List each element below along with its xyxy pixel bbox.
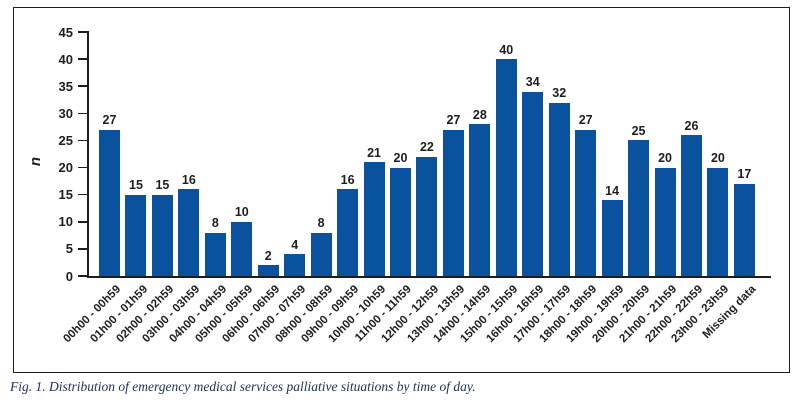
bar-value-label: 8 [317,216,325,231]
bar-value-label: 8 [211,216,219,231]
chart-frame: n 45 40 35 30 25 20 15 10 5 0 27 00h00 - 00h59 15 01… [13,7,790,373]
y-axis-ticks: 45 40 35 30 25 20 15 10 5 0 [39,26,87,283]
bar-value-label: 28 [472,107,487,122]
y-tick-mark [78,275,87,277]
bars-container: 27 00h00 - 00h59 15 01h00 - 01h59 15 02h00 - … [61,32,771,346]
bar: 25 20h00 - 20h59 [591,125,653,345]
bar: 2 06h00 - 06h59 [220,250,282,345]
bar: 34 16h00 - 16h59 [485,76,547,345]
y-tick: 0 [66,268,87,284]
y-tick-mark [78,58,87,60]
y-axis-line [87,31,89,276]
bar: 27 18h00 - 18h59 [538,114,600,345]
bar-value-label: 20 [393,151,408,166]
y-tick: 35 [59,78,87,94]
bar: 26 22h00 - 22h59 [643,120,705,346]
bar-value-label: 17 [737,167,752,182]
bar: 15 01h00 - 01h59 [88,179,150,345]
bar: 17 Missing data [700,168,758,341]
y-tick-label: 20 [58,160,73,176]
y-tick-mark [78,112,87,115]
bar-value-label: 16 [340,172,355,187]
y-tick-mark [78,248,87,250]
bar-value-label: 15 [155,178,170,193]
y-tick-label: 30 [58,105,73,121]
bar: 16 03h00 - 03h59 [141,174,203,345]
bar: 22 12h00 - 12h59 [379,141,441,345]
y-tick-mark [78,139,87,142]
y-tick-mark [78,193,87,196]
bar: 40 15h00 - 15h59 [458,44,520,346]
bar-value-label: 40 [499,42,514,57]
bar-value-label: 4 [291,237,299,252]
bar: 27 13h00 - 13h59 [405,114,467,345]
figure-caption: Fig. 1. Distribution of emergency medica… [10,379,476,394]
y-tick-label: 15 [58,187,73,203]
bar: 8 08h00 - 08h59 [273,217,335,345]
bar-value-label: 22 [419,140,434,155]
bar-value-label: 27 [446,113,461,128]
y-tick: 5 [66,241,87,257]
bar-value-label: 15 [129,178,143,193]
y-tick-mark [78,85,87,87]
bar-value-label: 25 [631,123,646,138]
y-tick: 15 [59,187,87,203]
bar-value-label: 26 [684,118,699,133]
bar-value-label: 2 [264,248,272,263]
bar: 10 05h00 - 05h59 [194,206,256,345]
y-tick: 30 [59,105,87,121]
y-tick-mark [78,31,87,33]
bar-chart-plot: 45 40 35 30 25 20 15 10 5 0 27 00h00 - 00h59 15 01h0… [59,26,771,346]
bar: 21 10h00 - 10h59 [326,147,388,345]
bar-value-label: 16 [181,172,196,187]
y-tick-label: 10 [58,214,73,230]
bar-value-label: 20 [710,151,725,166]
bar: 4 07h00 - 07h59 [247,239,309,345]
bar: 20 23h00 - 23h59 [670,152,732,345]
x-axis-line [87,276,771,278]
bar: 20 11h00 - 11h59 [353,152,414,344]
bar: 14 19h00 - 19h59 [564,185,626,346]
y-tick: 10 [59,214,87,230]
bar-value-label: 21 [367,145,381,160]
bar: 28 14h00 - 14h59 [432,109,494,345]
bar: 27 00h00 - 00h59 [61,114,123,345]
bar: 32 17h00 - 17h59 [511,87,573,345]
y-tick-label: 5 [65,241,73,257]
y-tick-label: 45 [58,24,73,40]
y-tick-label: 25 [58,132,73,148]
bar-value-label: 27 [102,113,117,128]
bar-value-label: 20 [658,151,672,166]
y-tick-mark [78,221,87,223]
bar-value-label: 34 [525,75,540,90]
y-tick: 40 [59,51,87,67]
bar: 8 04h00 - 04h59 [167,217,229,345]
bar: 16 09h00 - 09h59 [300,174,362,345]
y-tick: 45 [59,24,87,40]
bar: 20 21h00 - 21h59 [617,152,679,345]
bar-value-label: 10 [234,205,249,220]
bar-value-label: 32 [552,86,567,100]
y-tick-label: 40 [58,51,73,67]
y-tick: 20 [59,160,87,176]
bar-value-label: 27 [578,113,593,128]
bar-value-label: 14 [605,183,620,198]
y-tick-mark [78,166,87,169]
y-tick-label: 35 [58,78,73,94]
y-tick-label: 0 [65,268,73,284]
y-tick: 25 [59,132,87,148]
bar: 15 02h00 - 02h59 [114,179,176,345]
